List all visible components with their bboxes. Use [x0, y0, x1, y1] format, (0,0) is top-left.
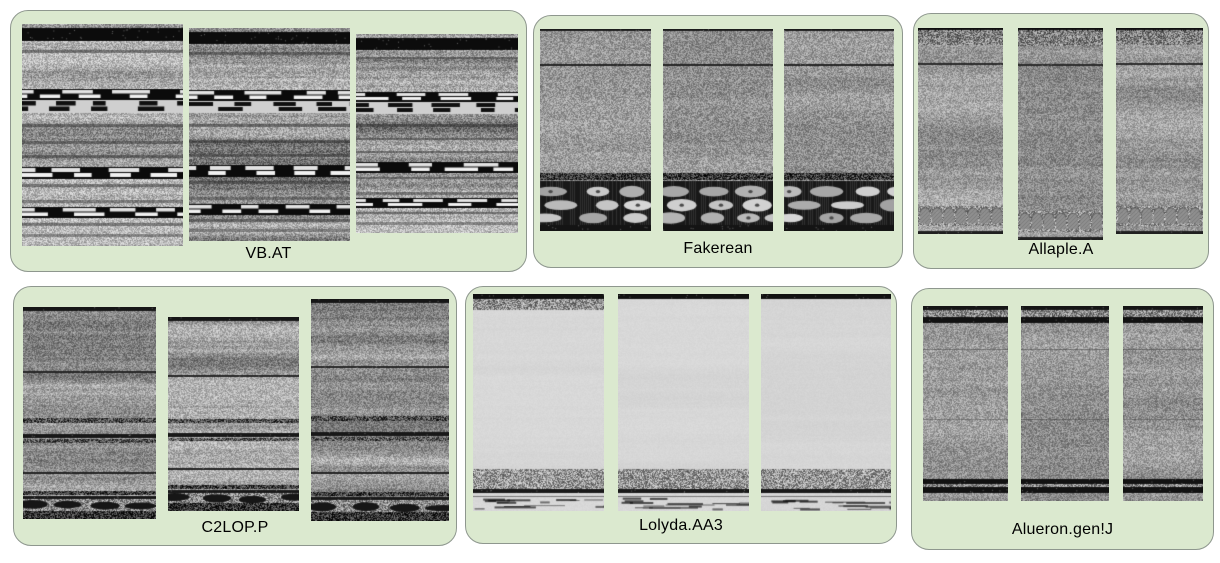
malware-image: [1123, 306, 1203, 501]
malware-image: [540, 29, 651, 231]
malware-image: [1018, 28, 1103, 240]
malware-image: [168, 317, 299, 511]
malware-image: [761, 294, 891, 511]
family-label: Alueron.gen!J: [1011, 521, 1114, 538]
malware-image: [356, 34, 518, 233]
malware-image: [311, 299, 449, 521]
malware-image: [1021, 306, 1109, 501]
malware-image: [189, 28, 350, 241]
malware-image: [918, 28, 1003, 234]
family-panel-allaple-a: Allaple.A: [913, 13, 1209, 269]
family-panel-alueron-gen-j: Alueron.gen!J: [911, 288, 1214, 550]
malware-image: [923, 306, 1008, 501]
malware-image: [1116, 28, 1203, 234]
malware-image: [473, 294, 604, 511]
malware-image: [784, 29, 894, 231]
malware-image: [22, 24, 183, 246]
family-label: VB.AT: [245, 245, 292, 262]
family-label: Fakerean: [683, 240, 753, 257]
malware-image: [618, 294, 749, 511]
family-panel-lolyda-aa3: Lolyda.AA3: [465, 286, 897, 544]
family-label: Allaple.A: [1028, 241, 1094, 258]
malware-image: [23, 307, 156, 519]
family-panel-vbat: VB.AT: [10, 10, 527, 272]
family-label: C2LOP.P: [201, 519, 269, 536]
malware-image: [663, 29, 773, 231]
family-label: Lolyda.AA3: [639, 517, 723, 534]
family-panel-c2lop-p: C2LOP.P: [13, 286, 457, 546]
family-panel-fakerean: Fakerean: [533, 15, 903, 268]
